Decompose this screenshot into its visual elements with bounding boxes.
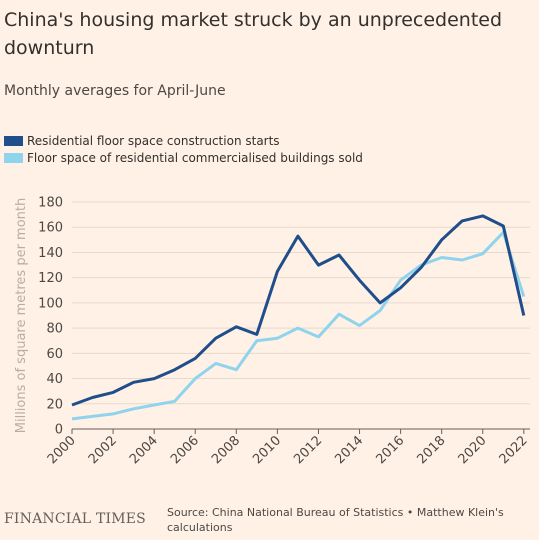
legend-label-construction-starts: Residential floor space construction sta… xyxy=(27,133,280,148)
legend-item-construction-starts: Residential floor space construction sta… xyxy=(4,132,363,149)
source-note: Source: China National Bureau of Statist… xyxy=(167,506,504,534)
legend-swatch-floor-space-sold xyxy=(4,152,23,163)
x-tick-label: 2016 xyxy=(373,433,407,467)
y-tick-label: 160 xyxy=(38,221,63,236)
y-tick-label: 180 xyxy=(38,196,63,211)
y-tick-label: 60 xyxy=(46,347,63,362)
x-tick-label: 2006 xyxy=(168,433,202,467)
x-tick-label: 2010 xyxy=(250,433,284,467)
x-tick-label: 2014 xyxy=(332,433,366,467)
x-tick-label: 2018 xyxy=(415,433,449,467)
x-tick-label: 2000 xyxy=(45,433,79,467)
x-tick-label: 2012 xyxy=(291,433,325,467)
legend-item-floor-space-sold: Floor space of residential commercialise… xyxy=(4,149,363,166)
series-line-construction-starts xyxy=(71,214,526,407)
y-tick-label: 20 xyxy=(46,397,63,412)
y-axis-label: Millions of square metres per month xyxy=(14,198,29,434)
publisher-logo: FINANCIAL TIMES xyxy=(4,511,146,527)
chart-legend: Residential floor space construction sta… xyxy=(4,132,363,166)
legend-swatch-construction-starts xyxy=(4,135,23,146)
chart-title: China's housing market struck by an unpr… xyxy=(4,9,503,59)
x-tick-label: 2008 xyxy=(209,433,243,467)
y-tick-label: 120 xyxy=(38,271,63,286)
y-tick-label: 100 xyxy=(38,296,63,311)
chart-subtitle: Monthly averages for April-June xyxy=(4,83,226,99)
y-tick-label: 0 xyxy=(55,423,63,438)
y-tick-label: 40 xyxy=(46,372,63,387)
x-tick-label: 2020 xyxy=(456,433,490,467)
y-tick-label: 140 xyxy=(38,246,63,261)
x-tick-label: 2022 xyxy=(497,433,531,467)
series-line-floor-space-sold xyxy=(71,230,526,421)
x-tick-label: 2004 xyxy=(127,433,161,467)
line-chart: 0 20 40 60 80 100 120 140 160 180 2000 2002 2004 2006… xyxy=(14,196,531,468)
y-tick-label: 80 xyxy=(46,322,63,337)
legend-label-floor-space-sold: Floor space of residential commercialise… xyxy=(27,150,363,165)
x-tick-label: 2002 xyxy=(86,433,120,467)
